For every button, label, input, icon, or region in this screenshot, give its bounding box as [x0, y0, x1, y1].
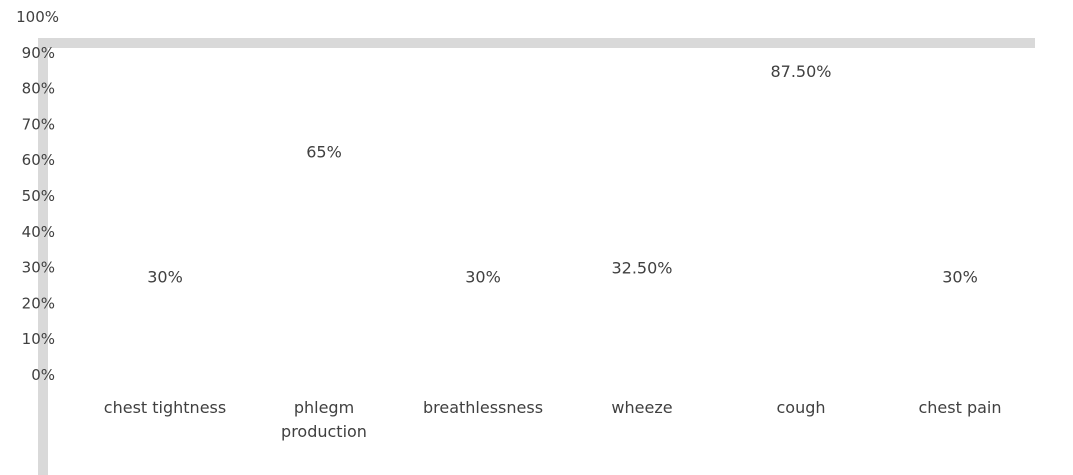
- data-label: 30%: [147, 268, 183, 287]
- chart-frame: [38, 38, 1035, 475]
- y-tick-label: 40%: [22, 223, 55, 241]
- data-label: 65%: [306, 142, 342, 161]
- x-category-label-line: chest tightness: [104, 398, 226, 417]
- x-category-label-line: cough: [776, 398, 825, 417]
- data-label: 32.50%: [611, 259, 672, 278]
- data-label: 30%: [942, 268, 978, 287]
- frame-top-edge: [38, 38, 1035, 48]
- x-category-label: chest tightness: [104, 398, 226, 417]
- x-category-label: wheeze: [611, 398, 672, 417]
- x-category-label-line: chest pain: [918, 398, 1001, 417]
- category-labels: chest tightness phlegm production breathles…: [104, 398, 1002, 441]
- frame-left-edge: [38, 38, 48, 475]
- x-category-label-line: phlegm: [294, 398, 354, 417]
- x-category-label-line: production: [281, 422, 367, 441]
- y-tick-label: 80%: [22, 80, 55, 98]
- x-category-label: breathlessness: [423, 398, 543, 417]
- y-axis-ticks: 0% 10% 20% 30% 40% 50% 60% 70% 80% 90% 100%: [16, 8, 59, 384]
- data-label: 30%: [465, 268, 501, 287]
- x-category-label: cough: [776, 398, 825, 417]
- x-category-label-line: breathlessness: [423, 398, 543, 417]
- y-tick-label: 20%: [22, 294, 55, 312]
- y-tick-label: 60%: [22, 151, 55, 169]
- y-tick-label: 50%: [22, 187, 55, 205]
- data-labels: 30% 65% 30% 32.50% 87.50% 30%: [147, 62, 978, 287]
- y-tick-label: 30%: [22, 259, 55, 277]
- y-tick-label: 10%: [22, 330, 55, 348]
- x-category-label-line: wheeze: [611, 398, 672, 417]
- y-tick-label: 90%: [22, 44, 55, 62]
- x-category-label: chest pain: [918, 398, 1001, 417]
- y-tick-label: 70%: [22, 115, 55, 133]
- data-label: 87.50%: [770, 62, 831, 81]
- y-tick-label: 100%: [16, 8, 59, 26]
- y-tick-label: 0%: [31, 366, 55, 384]
- x-category-label: phlegm production: [281, 398, 367, 441]
